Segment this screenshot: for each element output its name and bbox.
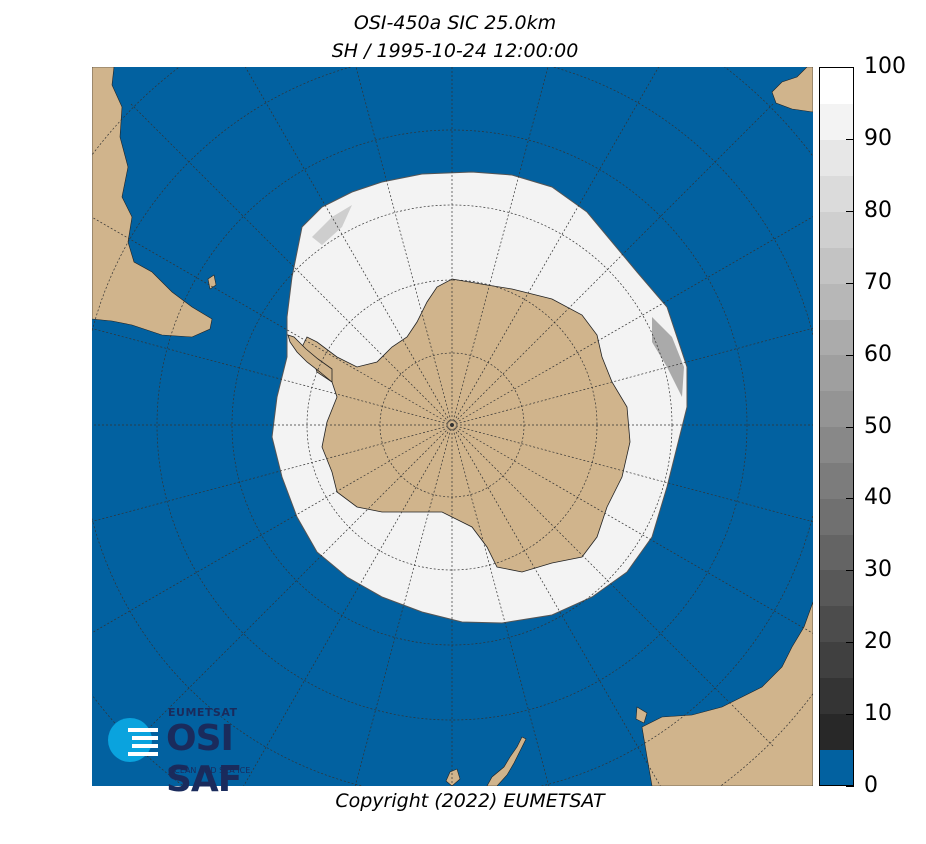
colorbar-tick-label: 30 (864, 557, 892, 583)
colorbar-band (820, 68, 853, 105)
logo-eumetsat-text: EUMETSAT (168, 706, 238, 719)
colorbar-band (820, 641, 853, 679)
colorbar-band (820, 175, 853, 212)
colorbar-tick-label: 100 (864, 54, 906, 79)
colorbar-tick-label: 90 (864, 125, 892, 151)
colorbar-tick-mark (846, 67, 854, 68)
colorbar-band (820, 677, 853, 714)
sea-ice-map (92, 67, 813, 786)
colorbar-band (820, 569, 853, 607)
colorbar-band (820, 462, 853, 499)
colorbar-tick-mark (846, 138, 854, 140)
colorbar-band (820, 354, 853, 392)
colorbar-band (820, 426, 853, 463)
osi-saf-logo: EUMETSAT OSI SAF OCEAN AND SEA ICE (106, 706, 316, 800)
colorbar-tick-mark (846, 570, 854, 572)
colorbar-tick-label: 50 (864, 413, 892, 439)
colorbar-band (820, 283, 853, 320)
marginal-ice-zone (652, 317, 684, 397)
land-tasmania (635, 706, 648, 724)
map-title: OSI-450a SIC 25.0km (353, 12, 557, 34)
colorbar-tick-label: 70 (864, 269, 892, 295)
graticule-meridians (92, 67, 813, 786)
land-south-america (92, 67, 213, 338)
colorbar-tick-label: 40 (864, 485, 892, 511)
colorbar-tick-mark (846, 714, 854, 716)
colorbar-tick-label: 10 (864, 701, 892, 727)
colorbar-tick-mark (846, 498, 854, 500)
logo-tagline: OCEAN AND SEA ICE (168, 766, 251, 775)
map-subtitle: SH / 1995-10-24 12:00:00 (331, 40, 579, 62)
polar-projection (92, 67, 813, 786)
colorbar-band (820, 390, 853, 428)
logo-osi-saf-text: OSI SAF (166, 718, 242, 800)
land-new-zealand (486, 736, 527, 786)
colorbar-tick-mark (846, 786, 854, 787)
colorbar-tick-mark (846, 210, 854, 212)
land-australia (641, 601, 813, 786)
colorbar (819, 67, 854, 786)
colorbar-band (820, 498, 853, 535)
colorbar-tick-mark (846, 354, 854, 356)
marginal-ice-zone-2 (312, 205, 352, 245)
land-antarctic-peninsula (287, 334, 333, 383)
colorbar-tick-mark (846, 426, 854, 428)
colorbar-band (820, 139, 853, 177)
colorbar-tick-label: 80 (864, 197, 892, 223)
copyright-notice: Copyright (2022) EUMETSAT (335, 790, 605, 812)
osi-saf-logo-mark (108, 718, 158, 762)
land-nz-north (445, 768, 461, 786)
colorbar-tick-mark (846, 282, 854, 284)
colorbar-band (820, 713, 853, 750)
land-falklands (207, 274, 217, 290)
colorbar-band (820, 247, 853, 284)
colorbar-band (820, 103, 853, 141)
colorbar-tick-label: 20 (864, 629, 892, 655)
colorbar-tick-label: 60 (864, 341, 892, 367)
colorbar-band (820, 749, 853, 785)
colorbar-band (820, 211, 853, 248)
colorbar-band (820, 318, 853, 356)
colorbar-tick-label: 0 (864, 773, 878, 798)
colorbar-band (820, 534, 853, 571)
land-africa (771, 67, 813, 113)
colorbar-band (820, 605, 853, 643)
colorbar-tick-mark (846, 642, 854, 644)
